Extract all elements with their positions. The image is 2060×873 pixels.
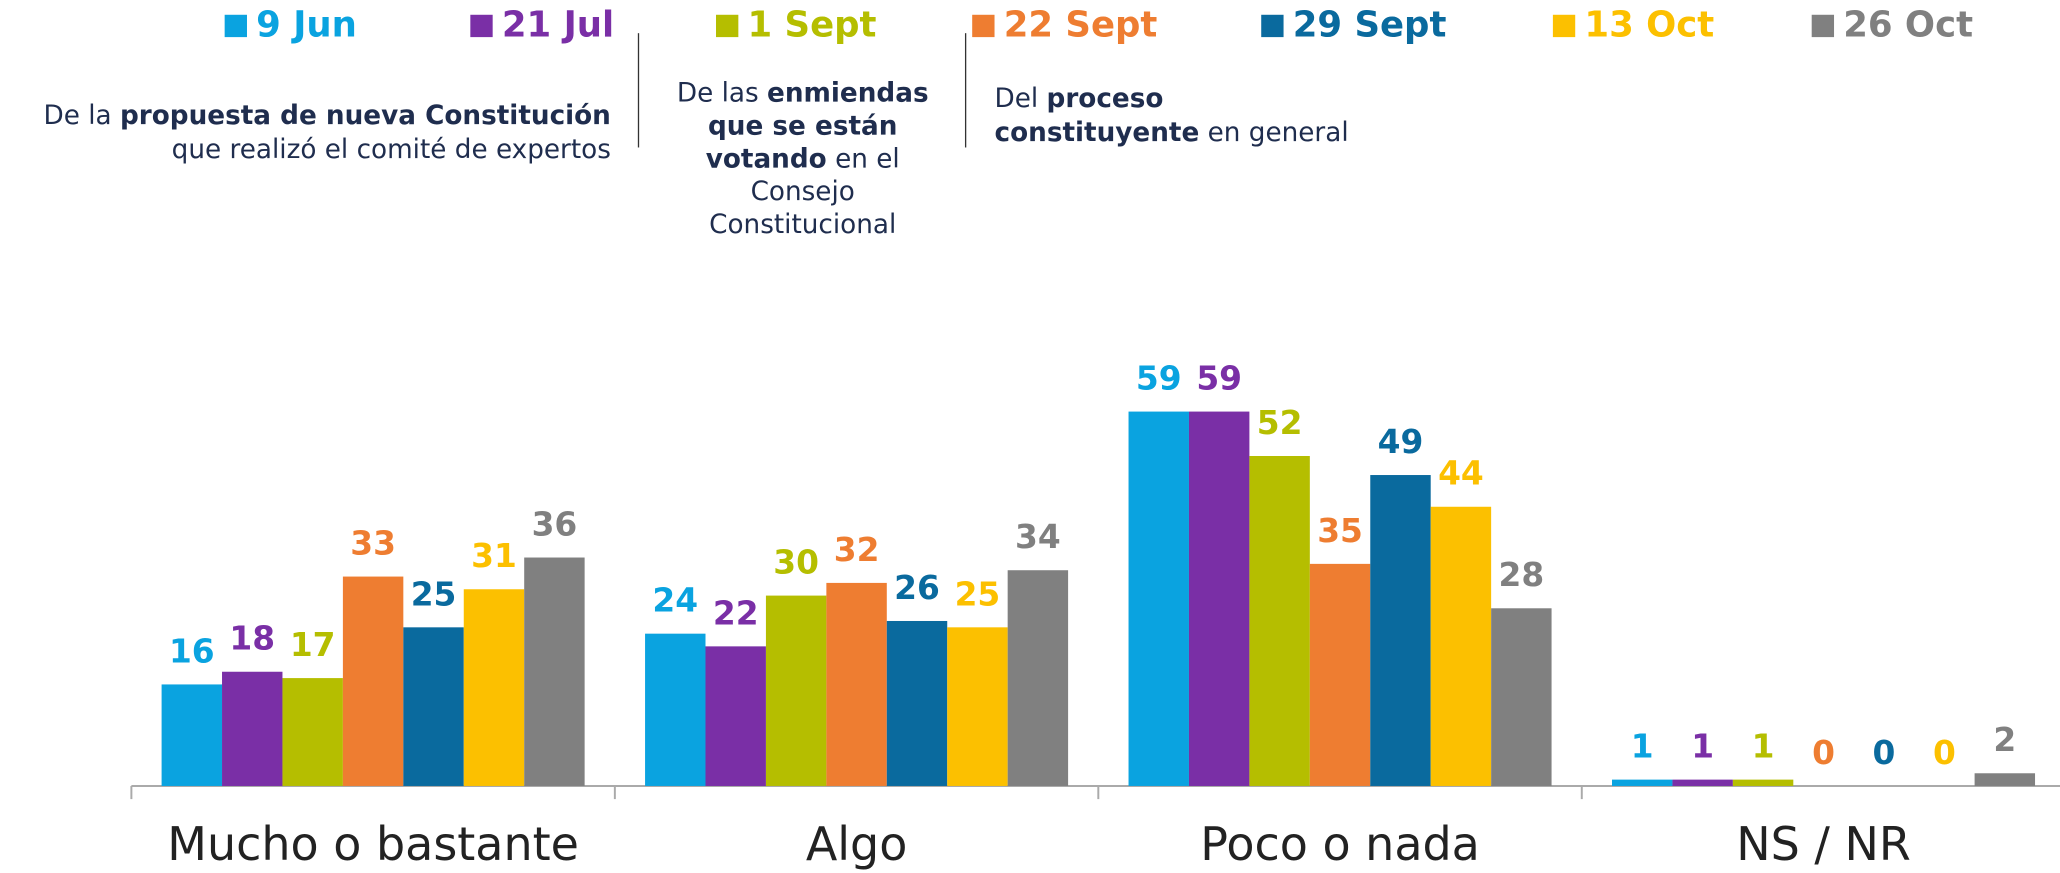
annotation: Del proceso (995, 83, 1164, 113)
data-label: 16 (169, 632, 215, 670)
data-label: 1 (1631, 728, 1654, 766)
bar (282, 678, 343, 786)
annotation-part: que se están (708, 111, 897, 141)
bar (705, 646, 766, 786)
bar (463, 589, 525, 786)
data-label: 44 (1438, 455, 1484, 493)
legend-label: 1 Sept (748, 5, 877, 46)
annotation: que realizó el comité de expertos (172, 135, 611, 165)
annotation: Constitucional (709, 209, 896, 239)
bar (1612, 779, 1673, 786)
annotation: De la propuesta de nueva Constitución (43, 100, 610, 130)
annotation-part: De las (677, 78, 767, 108)
data-label: 24 (652, 582, 698, 620)
data-label: 35 (1317, 512, 1363, 550)
annotation-part: en general (1199, 118, 1348, 148)
data-label: 0 (1873, 734, 1896, 772)
annotation: que se están (708, 111, 897, 141)
data-label: 17 (290, 626, 336, 664)
bar (342, 576, 404, 786)
annotation-part: Constitucional (709, 209, 896, 239)
data-label: 2 (1993, 721, 2016, 759)
legend-label: 21 Jul (502, 5, 614, 46)
annotation-part: Consejo (751, 177, 855, 207)
annotation-part: constituyente (995, 118, 1200, 148)
data-label: 31 (471, 537, 517, 575)
data-label: 25 (411, 575, 457, 613)
legend-label: 22 Sept (1004, 5, 1158, 46)
legend-label: 26 Oct (1843, 5, 1973, 46)
legend-label: 9 Jun (256, 5, 357, 46)
annotation-part: Del (995, 83, 1047, 113)
data-label: 1 (1752, 728, 1775, 766)
data-label: 28 (1499, 556, 1545, 594)
data-label: 59 (1136, 360, 1182, 398)
data-label: 49 (1378, 423, 1424, 461)
data-label: 34 (1015, 518, 1061, 556)
bar (886, 620, 948, 786)
legend-swatch (1261, 14, 1284, 38)
annotation: constituyente en general (995, 118, 1349, 148)
data-label: 0 (1933, 734, 1956, 772)
data-label: 32 (834, 531, 880, 569)
annotation-part: en el (827, 144, 900, 174)
legend-swatch (1811, 14, 1835, 38)
x-tick-label: Mucho o bastante (167, 817, 579, 871)
bar (765, 595, 827, 786)
data-label: 36 (532, 505, 578, 543)
data-label: 0 (1812, 734, 1835, 772)
bar (1732, 779, 1794, 786)
bar (1491, 608, 1552, 786)
data-label: 22 (713, 594, 759, 632)
legend-swatch (470, 14, 493, 38)
bar (161, 684, 223, 786)
annotation: Consejo (751, 177, 855, 207)
data-label: 1 (1691, 728, 1714, 766)
legend-swatch (1552, 14, 1576, 38)
bar (524, 557, 585, 786)
bar (1249, 455, 1310, 786)
bar (403, 627, 464, 786)
bar (947, 627, 1008, 786)
data-label: 33 (350, 525, 396, 563)
data-label: 30 (773, 544, 819, 582)
bar (1309, 563, 1371, 786)
bar (1007, 570, 1069, 786)
annotation: votando en el (706, 144, 900, 174)
annotation-part: enmiendas (767, 78, 929, 108)
x-tick-label: Algo (806, 817, 908, 871)
x-tick-label: NS / NR (1736, 817, 1911, 871)
legend-label: 13 Oct (1584, 5, 1714, 46)
bar (1430, 506, 1492, 786)
data-label: 18 (229, 620, 275, 658)
bar (1370, 475, 1431, 786)
annotation: De las enmiendas (677, 78, 929, 108)
annotation-part: propuesta de nueva Constitución (120, 100, 611, 130)
data-label: 52 (1257, 404, 1303, 442)
bar (1974, 773, 2036, 786)
annotation-part: proceso (1047, 83, 1164, 113)
annotation-part: De la (43, 100, 119, 130)
data-label: 26 (894, 569, 940, 607)
data-label: 59 (1196, 360, 1242, 398)
annotation-part: que realizó el comité de expertos (172, 135, 611, 165)
annotation-part: votando (706, 144, 827, 174)
x-tick-label: Poco o nada (1200, 817, 1480, 871)
bar (1128, 411, 1189, 786)
legend-swatch (224, 14, 247, 38)
data-label: 25 (955, 575, 1001, 613)
bar (645, 633, 706, 786)
bar (1188, 411, 1250, 786)
bar (222, 671, 283, 786)
legend-label: 29 Sept (1293, 5, 1447, 46)
bar (1672, 779, 1733, 786)
legend-swatch (972, 14, 995, 38)
bar (826, 582, 887, 786)
legend-swatch (716, 14, 739, 38)
